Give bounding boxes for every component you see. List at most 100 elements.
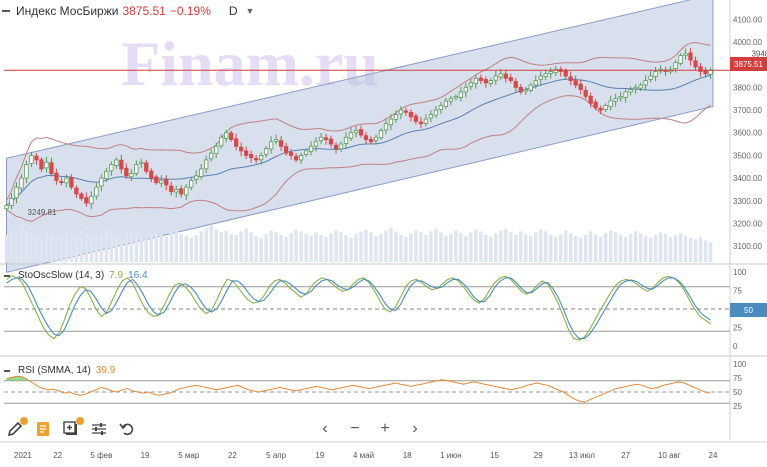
chevron-down-icon[interactable]: ▼ (245, 6, 255, 16)
volume-bar (529, 235, 533, 262)
volume-bar (633, 231, 638, 262)
candle (149, 170, 154, 179)
stoch-tick-label: 0 (733, 342, 738, 351)
candle (478, 77, 483, 81)
candle (194, 175, 199, 180)
candle (164, 179, 169, 186)
chart-navigation: ‹ − + › (316, 420, 424, 438)
candle (293, 155, 299, 161)
volume-bar (9, 230, 14, 262)
candle (109, 164, 114, 172)
chart-header: Индекс МосБиржи 3875.51 −0.19% D ▼ (2, 4, 254, 18)
stoch-k-value: 7.9 (109, 270, 124, 281)
candle (438, 105, 444, 111)
volume-bar (469, 232, 473, 262)
stoch-tick-label: 25 (733, 324, 742, 333)
candle (528, 84, 533, 91)
volume-bar (154, 231, 159, 262)
candle (398, 109, 404, 115)
zoom-in-icon[interactable]: + (380, 420, 390, 437)
candle (209, 152, 214, 160)
x-tick-label: 19 (315, 451, 324, 460)
document-icon[interactable] (34, 420, 52, 438)
volume-bar (139, 235, 144, 262)
candle (693, 60, 698, 68)
volume-bar (449, 234, 453, 262)
instrument-title: Индекс МосБиржи (16, 4, 119, 18)
regression-channel (5, 0, 714, 273)
volume-bar (19, 226, 24, 262)
volume-bar (573, 235, 578, 262)
rsi-value: 39.9 (95, 365, 116, 376)
volume-bar (349, 237, 353, 262)
rsi-tick-label: 75 (733, 374, 742, 383)
price-annotation: 3948.55 (751, 50, 767, 59)
stoch-line-k (6, 275, 711, 341)
volume-bar (603, 233, 608, 262)
collapse-icon[interactable] (2, 10, 10, 12)
volume-bar (104, 229, 109, 262)
volume-bar (524, 234, 528, 262)
volume-bar (489, 236, 493, 262)
candle (214, 145, 219, 154)
volume-bar (39, 235, 44, 262)
volume-bar (174, 229, 179, 262)
price-annotation: 3249.81 (27, 208, 56, 217)
layers-icon[interactable] (62, 417, 84, 438)
candle (418, 121, 424, 125)
candle (29, 155, 34, 164)
volume-bar (49, 234, 54, 262)
volume-bar (409, 233, 413, 262)
volume-bar (294, 229, 298, 262)
candle (553, 68, 558, 74)
volume-bar (64, 232, 69, 262)
zoom-out-icon[interactable]: − (350, 420, 360, 437)
volume-bar (4, 235, 9, 262)
chevron-right-icon[interactable]: › (412, 420, 418, 437)
collapse-icon[interactable] (4, 274, 10, 277)
sliders-icon[interactable] (90, 420, 108, 438)
collapse-icon[interactable] (4, 369, 10, 372)
volume-bar (269, 230, 273, 262)
timeframe-selector[interactable]: D (228, 4, 238, 18)
volume-bar (314, 232, 318, 262)
volume-bar (119, 237, 124, 262)
volume-bar (259, 237, 263, 262)
candle (378, 130, 384, 139)
volume-bar (84, 233, 89, 262)
candle (548, 71, 553, 74)
pencil-icon[interactable] (6, 417, 28, 438)
y-tick-label: 4100.00 (733, 15, 762, 24)
volume-bar (444, 235, 448, 262)
volume-bar (708, 242, 713, 262)
chevron-left-icon[interactable]: ‹ (322, 420, 328, 437)
volume-bar (583, 235, 588, 262)
volume-bar (693, 239, 698, 262)
volume-bar (299, 231, 303, 262)
stoch-tick-label: 75 (733, 287, 742, 296)
volume-bar (598, 236, 603, 262)
x-tick-label: 5 апр (266, 451, 286, 460)
candle (618, 96, 623, 99)
candle (708, 69, 713, 75)
bollinger-upper (6, 41, 711, 202)
candle (468, 82, 473, 87)
volume-bar (703, 240, 708, 262)
candle (44, 161, 49, 169)
candle (288, 152, 294, 156)
candle (189, 179, 194, 188)
volume-bar (109, 231, 114, 262)
volume-bar (319, 235, 323, 262)
candle (49, 162, 54, 174)
volume-bar (159, 235, 164, 262)
volume-bar (494, 233, 498, 262)
candle (603, 105, 608, 111)
volume-bar (114, 235, 119, 262)
candle (239, 146, 244, 152)
candle (9, 198, 14, 206)
candle (313, 141, 319, 147)
undo-icon[interactable] (118, 420, 136, 438)
candle (588, 95, 593, 104)
volume-bar (429, 231, 433, 262)
